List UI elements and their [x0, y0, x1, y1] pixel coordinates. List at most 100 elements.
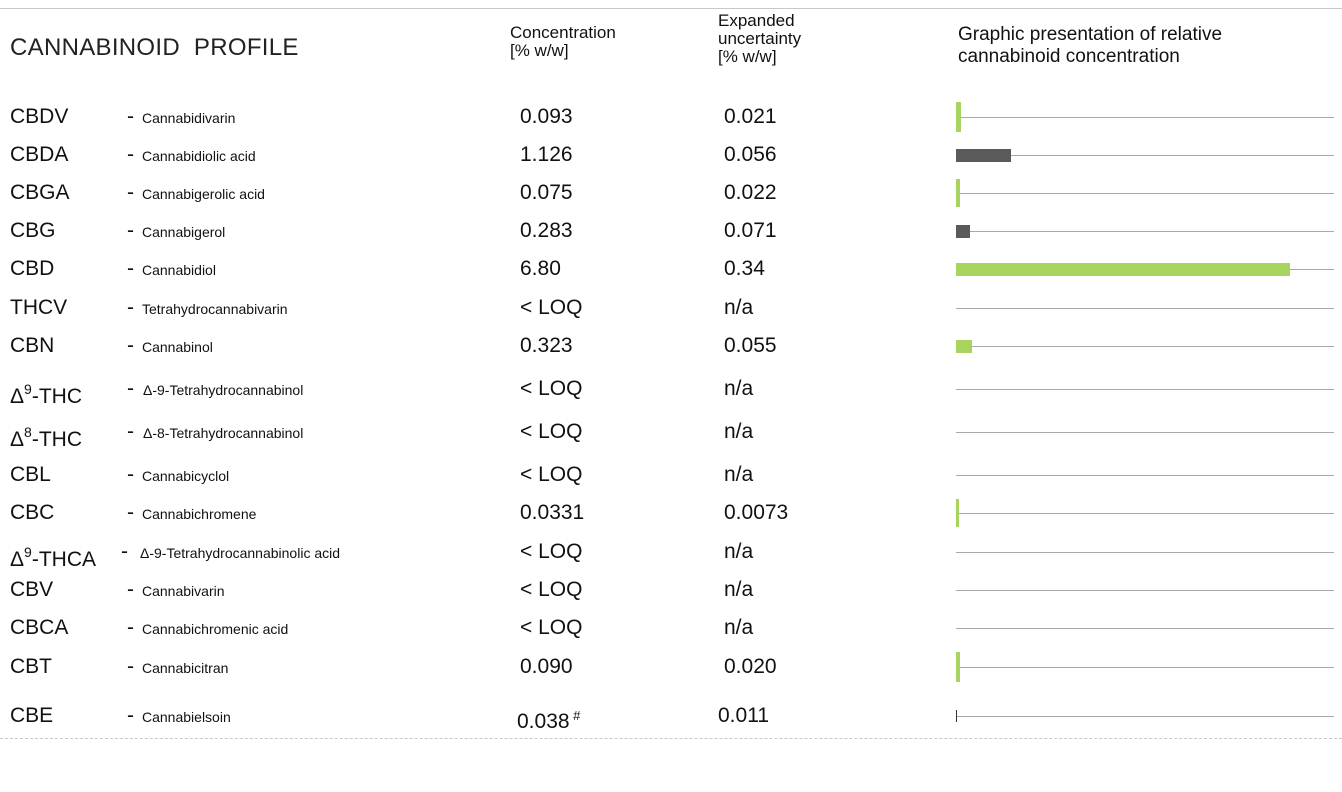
graph-axis-line	[956, 193, 1334, 194]
code-text: CBDA	[10, 143, 69, 166]
concentration-bar-graph	[956, 648, 1334, 686]
concentration-bar	[956, 102, 961, 132]
concentration-number: 6.80	[520, 257, 561, 280]
uncertainty-value: n/a	[724, 463, 754, 486]
code-text: Δ	[10, 548, 25, 571]
uncertainty-value: n/a	[724, 296, 754, 319]
cannabinoid-name: Cannabidivarin	[142, 110, 236, 126]
cannabinoid-name: Tetrahydrocannabivarin	[142, 301, 288, 317]
name-dash: -	[127, 377, 134, 400]
graph-axis-line	[956, 389, 1334, 390]
cannabinoid-name: Cannabichromene	[142, 506, 257, 522]
uncertainty-value: 0.071	[724, 219, 777, 242]
cannabinoid-code: CBDA	[10, 136, 68, 174]
graph-axis-line	[956, 628, 1334, 629]
table-row: CBC - Cannabichromene 0.0331 0.0073	[0, 494, 1342, 532]
code-text: CBE	[10, 704, 54, 727]
name-dash: -	[127, 181, 134, 204]
table-row: CBL - Cannabicyclol < LOQ n/a	[0, 456, 1342, 494]
table-row: THCV - Tetrahydrocannabivarin < LOQ n/a	[0, 289, 1342, 327]
concentration-bar-graph	[956, 609, 1334, 647]
graph-header: Graphic presentation of relative cannabi…	[958, 24, 1223, 67]
name-dash: -	[127, 219, 134, 242]
concentration-number: 0.093	[520, 105, 573, 128]
concentration-number: < LOQ	[520, 540, 583, 563]
name-dash: -	[121, 540, 128, 563]
graph-axis-line	[956, 552, 1334, 553]
concentration-number: < LOQ	[520, 578, 583, 601]
cannabinoid-name: Δ-9-Tetrahydrocannabinolic acid	[140, 545, 341, 561]
code-superscript: 9	[24, 381, 32, 397]
table-row: CBCA - Cannabichromenic acid < LOQ n/a	[0, 609, 1342, 647]
graph-axis-line	[956, 716, 1334, 717]
uncertainty-value: n/a	[724, 377, 754, 400]
uncertainty-header: Expanded uncertainty [% w/w]	[718, 11, 802, 66]
concentration-bar	[956, 339, 972, 353]
cannabinoid-code: CBDV	[10, 98, 68, 136]
uncertainty-value: n/a	[724, 578, 754, 601]
code-text: CBC	[10, 501, 55, 524]
cannabinoid-code: CBC	[10, 494, 54, 532]
code-superscript: 9	[24, 544, 32, 560]
concentration-bar-graph	[956, 533, 1334, 571]
cannabinoid-code: CBE	[10, 697, 53, 735]
code-text: CBGA	[10, 181, 70, 204]
table-row: CBE - Cannabielsoin 0.038 #0.011	[0, 697, 1342, 735]
cannabinoid-code: CBV	[10, 571, 53, 609]
concentration-bar-graph	[956, 98, 1334, 136]
code-text: CBG	[10, 219, 56, 242]
uncertainty-value: 0.34	[724, 257, 765, 280]
concentration-value: 0.0331	[520, 494, 584, 532]
concentration-note-mark: #	[569, 708, 581, 723]
name-dash: -	[127, 334, 134, 357]
code-suffix: -THCA	[31, 548, 96, 571]
uncertainty-value: n/a	[724, 540, 754, 563]
concentration-bar-graph	[956, 413, 1334, 451]
graph-axis-line	[956, 667, 1334, 668]
cannabinoid-name: Cannabigerol	[142, 224, 226, 240]
concentration-bar-graph	[956, 456, 1334, 494]
uncertainty-value: 0.022	[724, 181, 777, 204]
table-row: CBDV - Cannabidivarin 0.093 0.021	[0, 98, 1342, 136]
table-row: Δ9-THC - Δ-9-Tetrahydrocannabinol < LOQ n/a	[0, 370, 1342, 408]
graph-axis-line	[956, 590, 1334, 591]
uncertainty-value: 0.055	[724, 334, 777, 357]
concentration-value: < LOQ	[520, 533, 582, 571]
cannabinoid-code: CBN	[10, 327, 54, 365]
top-rule	[0, 8, 1342, 9]
concentration-bar	[956, 710, 957, 722]
concentration-number: 0.090	[520, 655, 573, 678]
concentration-number: 0.283	[520, 219, 573, 242]
cannabinoid-name: Cannabielsoin	[142, 709, 231, 725]
cannabinoid-code: CBT	[10, 648, 52, 686]
concentration-value: < LOQ	[520, 370, 582, 408]
concentration-bar-graph	[956, 697, 1334, 735]
concentration-number: < LOQ	[520, 616, 583, 639]
concentration-bar-graph	[956, 289, 1334, 327]
name-dash: -	[127, 655, 134, 678]
cannabinoid-name: Cannabinol	[142, 339, 213, 355]
table-row: CBGA - Cannabigerolic acid 0.075 0.022	[0, 174, 1342, 212]
graph-axis-line	[956, 155, 1334, 156]
cannabinoid-code: CBCA	[10, 609, 68, 647]
table-row: CBT - Cannabicitran 0.090 0.020	[0, 648, 1342, 686]
cannabinoid-name: Cannabidiol	[142, 262, 216, 278]
table-row: CBD - Cannabidiol 6.80 0.34	[0, 250, 1342, 288]
concentration-value: 0.090	[520, 648, 573, 686]
concentration-value: 0.323	[520, 327, 573, 365]
cannabinoid-code: CBD	[10, 250, 54, 288]
graph-axis-line	[956, 513, 1334, 514]
concentration-bar	[956, 224, 970, 238]
concentration-value: < LOQ	[520, 289, 582, 327]
concentration-bar	[956, 652, 961, 682]
concentration-bar-graph	[956, 327, 1334, 365]
name-dash: -	[127, 463, 134, 486]
concentration-number: 0.075	[520, 181, 573, 204]
code-text: Δ	[10, 428, 25, 451]
concentration-bar	[956, 262, 1290, 276]
concentration-value: < LOQ	[520, 456, 582, 494]
concentration-number: 0.038	[517, 710, 570, 733]
table-row: CBN - Cannabinol 0.323 0.055	[0, 327, 1342, 365]
concentration-value: < LOQ	[520, 413, 582, 451]
cannabinoid-code: CBG	[10, 212, 56, 250]
